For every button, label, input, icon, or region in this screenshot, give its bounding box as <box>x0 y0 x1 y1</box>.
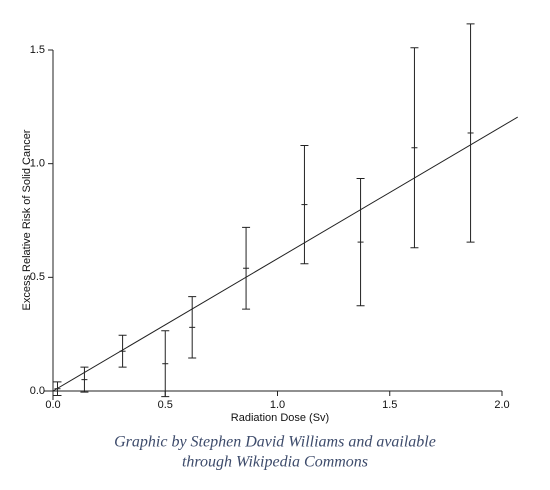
caption: through Wikipedia Commons <box>182 454 368 471</box>
caption: Graphic by Stephen David Williams and av… <box>114 434 436 451</box>
fit-line <box>52 116 518 392</box>
y-tick-label: 0.5 <box>30 271 45 283</box>
x-axis-label: Radiation Dose (Sv) <box>231 412 329 424</box>
x-tick-label: 1.0 <box>270 399 285 411</box>
y-axis-label: Excess Relative Risk of Solid Cancer <box>21 129 33 310</box>
x-tick-label: 1.5 <box>382 399 397 411</box>
y-tick-label: 0.0 <box>30 385 45 397</box>
x-tick-label: 0.0 <box>45 399 60 411</box>
y-tick-label: 1.5 <box>30 44 45 56</box>
x-tick-label: 0.5 <box>158 399 173 411</box>
y-tick-label: 1.0 <box>30 158 45 170</box>
x-tick-label: 2.0 <box>494 399 509 411</box>
